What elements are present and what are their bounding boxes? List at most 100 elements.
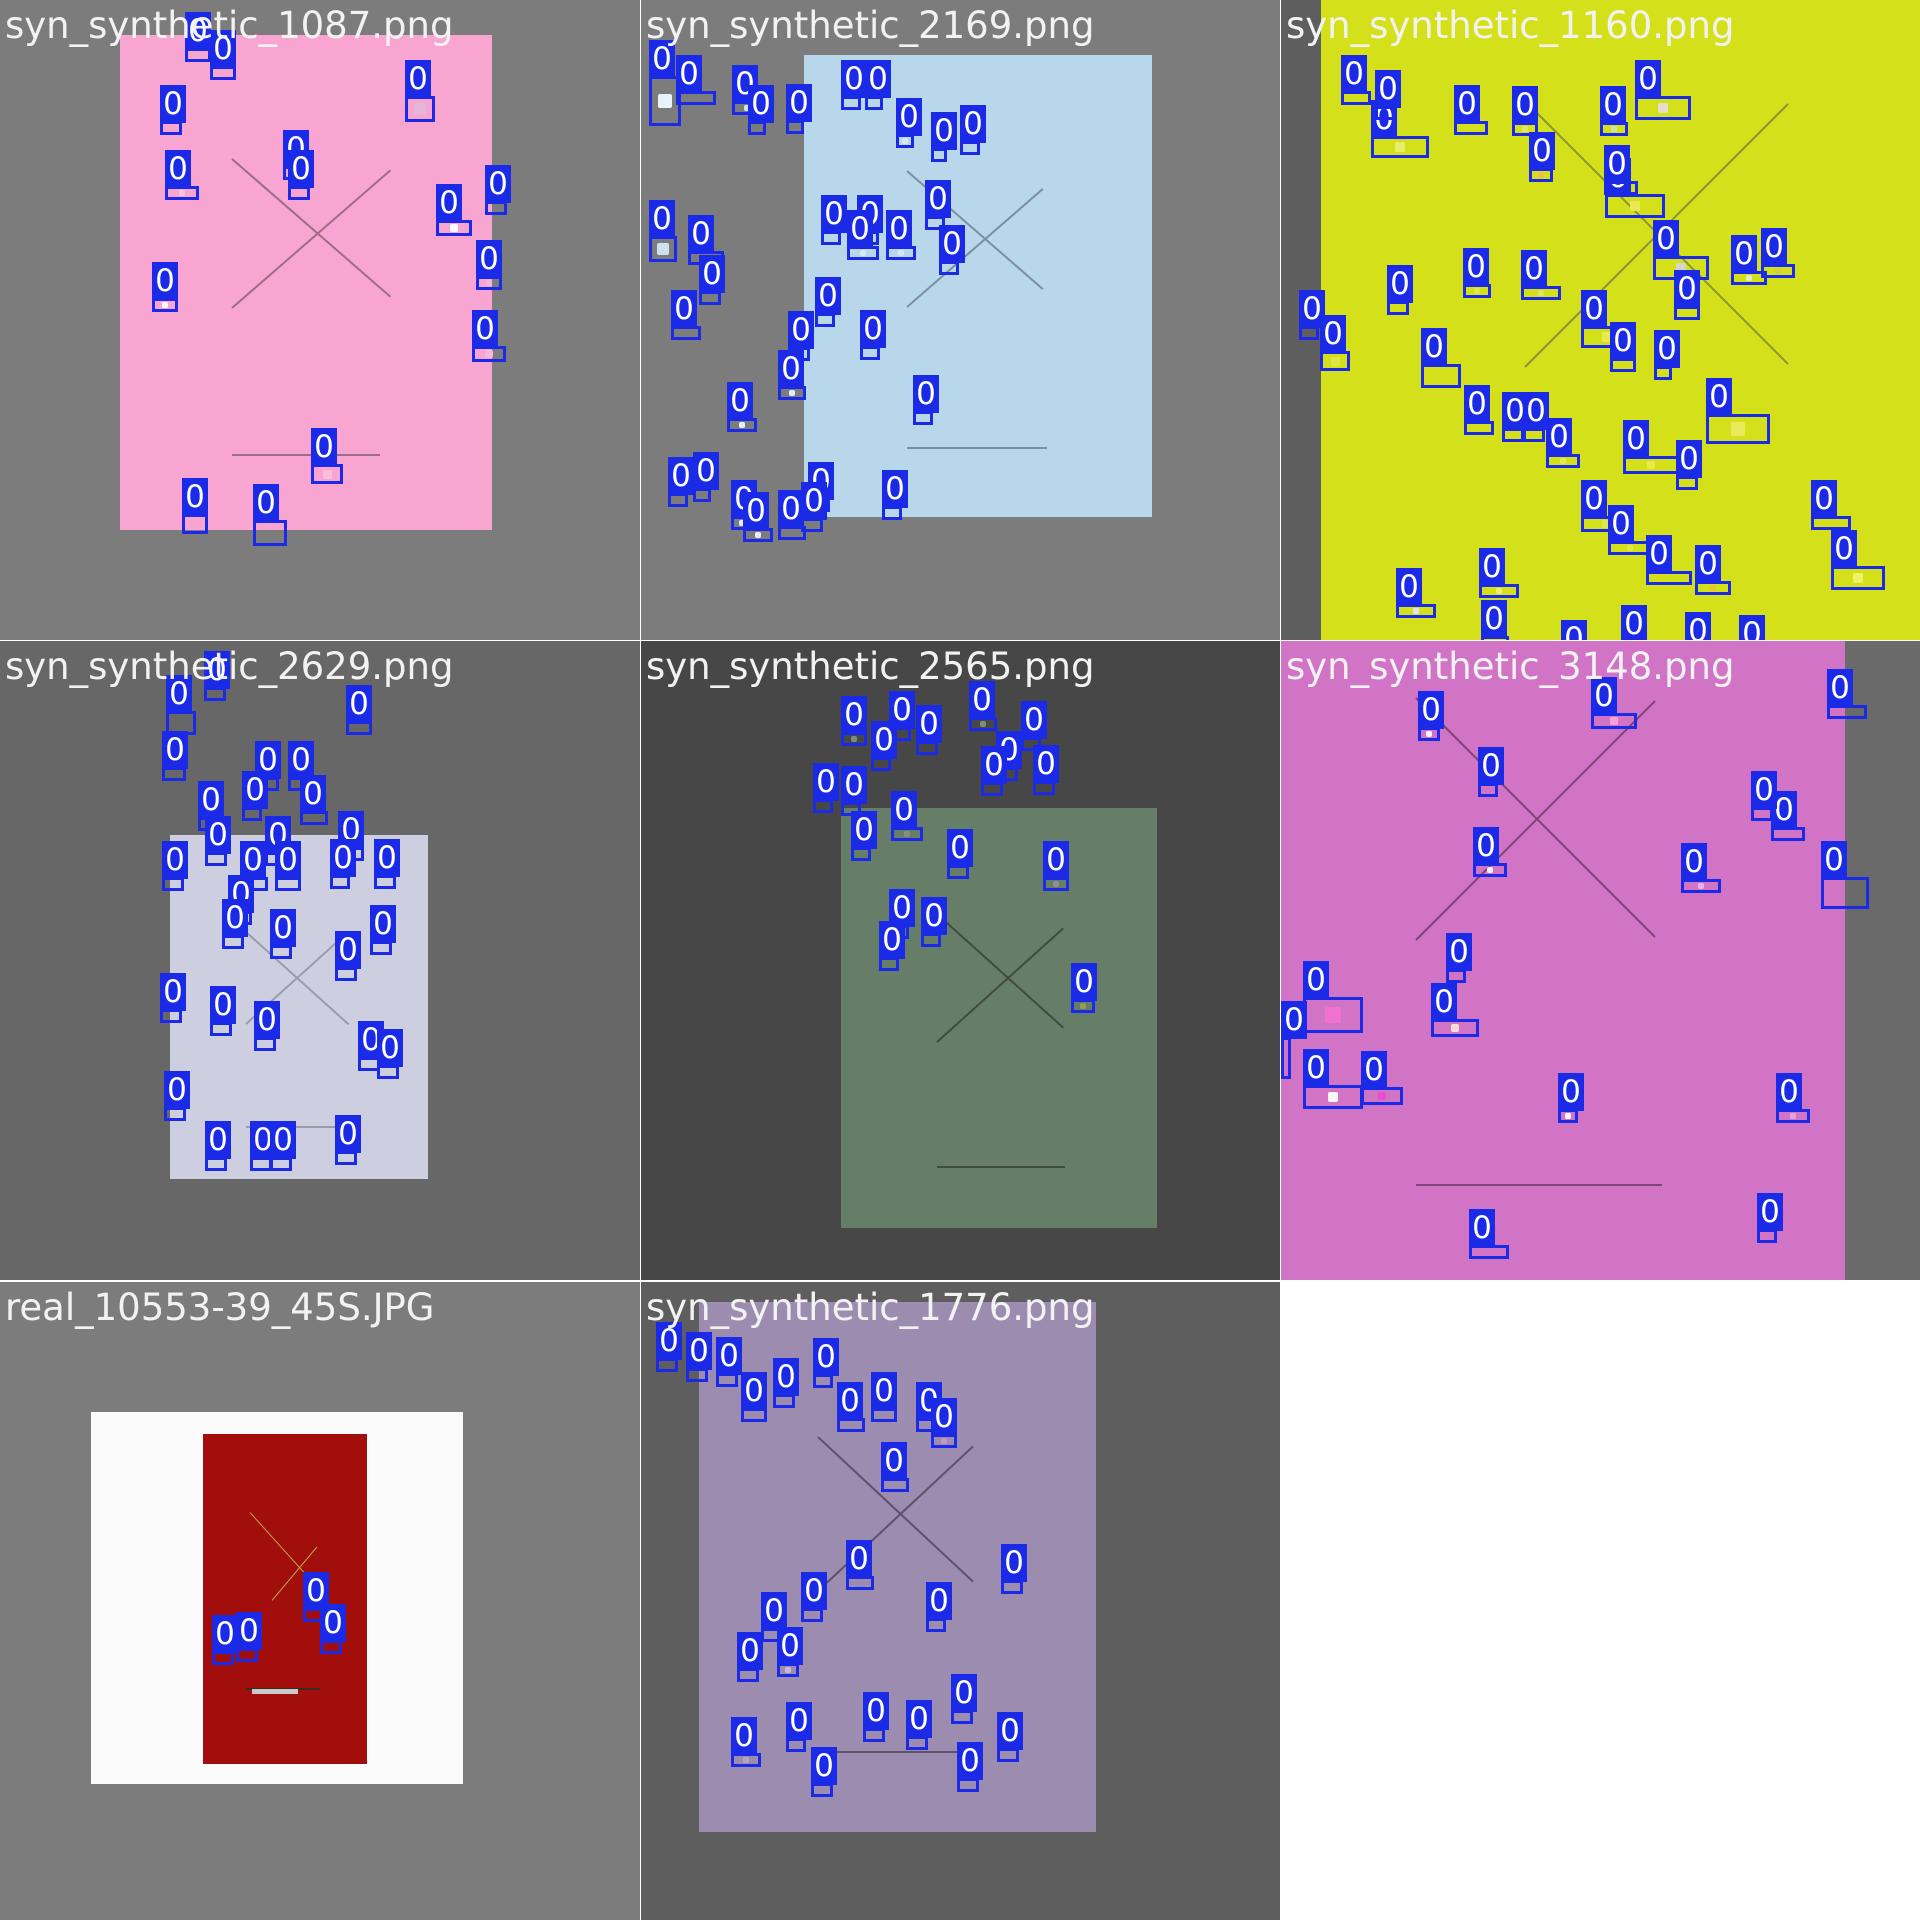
bounding-box-outline: [1681, 879, 1721, 893]
class-label: 0: [886, 210, 912, 248]
class-label: 0: [335, 1115, 361, 1153]
class-label: 0: [860, 310, 886, 348]
bounding-box-outline: [1375, 106, 1397, 120]
bounding-box-outline: [931, 148, 947, 162]
class-label: 0: [320, 1604, 346, 1642]
bounding-box-outline: [346, 721, 372, 735]
bounding-box-outline: [1605, 194, 1665, 218]
class-label: 0: [160, 973, 186, 1011]
bounding-box-outline: [926, 1618, 946, 1632]
class-label: 0: [778, 490, 804, 528]
class-label: 0: [741, 1372, 767, 1410]
defect-spot: [1657, 102, 1669, 114]
bounding-box-outline: [737, 1668, 759, 1682]
defect-spot: [1495, 587, 1503, 595]
class-label: 0: [649, 40, 675, 78]
class-label: 0: [841, 766, 867, 804]
defect-spot: [1790, 1113, 1796, 1119]
grid-divider: [640, 0, 641, 1920]
bounding-box-outline: [997, 1748, 1019, 1762]
bounding-box-outline: [913, 411, 933, 425]
defect-spot: [1053, 881, 1059, 887]
class-label: 0: [1676, 440, 1702, 478]
bounding-box-outline: [335, 967, 357, 981]
bounding-box-outline: [1674, 306, 1700, 320]
defect-spot: [1611, 126, 1617, 132]
bounding-box-outline: [686, 1368, 708, 1382]
class-label: 0: [346, 685, 372, 723]
bounding-box-outline: [671, 326, 701, 340]
bounding-box-outline: [1771, 827, 1805, 841]
defect-spot: [1330, 356, 1340, 366]
bounding-box-outline: [786, 120, 804, 134]
class-label: 0: [242, 771, 268, 809]
class-label: 0: [847, 210, 873, 248]
bounding-box-outline: [863, 1728, 885, 1742]
class-label: 0: [1654, 330, 1680, 368]
defect-spot: [1450, 1023, 1460, 1033]
class-label: 0: [300, 775, 326, 813]
bounding-box-outline: [164, 1107, 186, 1121]
bounding-box-outline: [205, 852, 227, 866]
bounding-box-outline: [335, 1151, 357, 1165]
class-label: 0: [164, 1071, 190, 1109]
class-label: 0: [716, 1337, 742, 1375]
class-label: 0: [777, 1627, 803, 1665]
bounding-box-outline: [377, 1065, 399, 1079]
bounding-box-outline: [152, 298, 178, 312]
class-label: 0: [472, 310, 498, 348]
tile-title: syn_synthetic_2169.png: [646, 4, 1095, 47]
bounding-box-outline: [1479, 584, 1519, 598]
bounding-box-outline: [886, 246, 916, 260]
class-label: 0: [1021, 701, 1047, 739]
bounding-box-outline: [1827, 705, 1867, 719]
class-label: 0: [335, 931, 361, 969]
bounding-box-outline: [1654, 366, 1672, 380]
class-label: 0: [205, 816, 231, 854]
bounding-box-outline: [485, 201, 507, 215]
class-label: 0: [811, 1747, 837, 1785]
bounding-box-outline: [931, 1434, 957, 1448]
bounding-box-outline: [778, 386, 806, 400]
class-label: 0: [913, 375, 939, 413]
class-label: 0: [255, 741, 281, 779]
bounding-box-outline: [947, 865, 969, 879]
class-label: 0: [925, 180, 951, 218]
defect-spot: [744, 105, 750, 111]
class-label: 0: [205, 1121, 231, 1159]
class-label: 0: [1695, 545, 1721, 583]
defect-spot: [1426, 731, 1432, 737]
bounding-box-outline: [1591, 713, 1637, 729]
bounding-box-outline: [1446, 969, 1466, 983]
class-label: 0: [960, 105, 986, 143]
class-label: 0: [748, 85, 774, 123]
class-label: 0: [851, 811, 877, 849]
class-label: 0: [801, 482, 827, 520]
bounding-box-outline: [1558, 1109, 1578, 1123]
defect-spot: [450, 224, 458, 232]
class-label: 0: [254, 1001, 280, 1039]
bounding-box-outline: [1418, 727, 1440, 741]
bounding-box-outline: [1761, 264, 1795, 278]
bounding-box-outline: [210, 1022, 232, 1036]
class-label: 0: [1623, 420, 1649, 458]
class-label: 0: [1681, 843, 1707, 881]
class-label: 0: [1043, 841, 1069, 879]
class-label: 0: [957, 1742, 983, 1780]
bounding-box-outline: [957, 1778, 979, 1792]
defect-spot: [904, 831, 910, 837]
class-label: 0: [1473, 827, 1499, 865]
class-label: 0: [222, 899, 248, 937]
bounding-box-outline: [1320, 351, 1350, 371]
defect-spot: [1646, 460, 1656, 470]
defect-spot: [1522, 126, 1528, 132]
bounding-box-outline: [1043, 877, 1069, 891]
